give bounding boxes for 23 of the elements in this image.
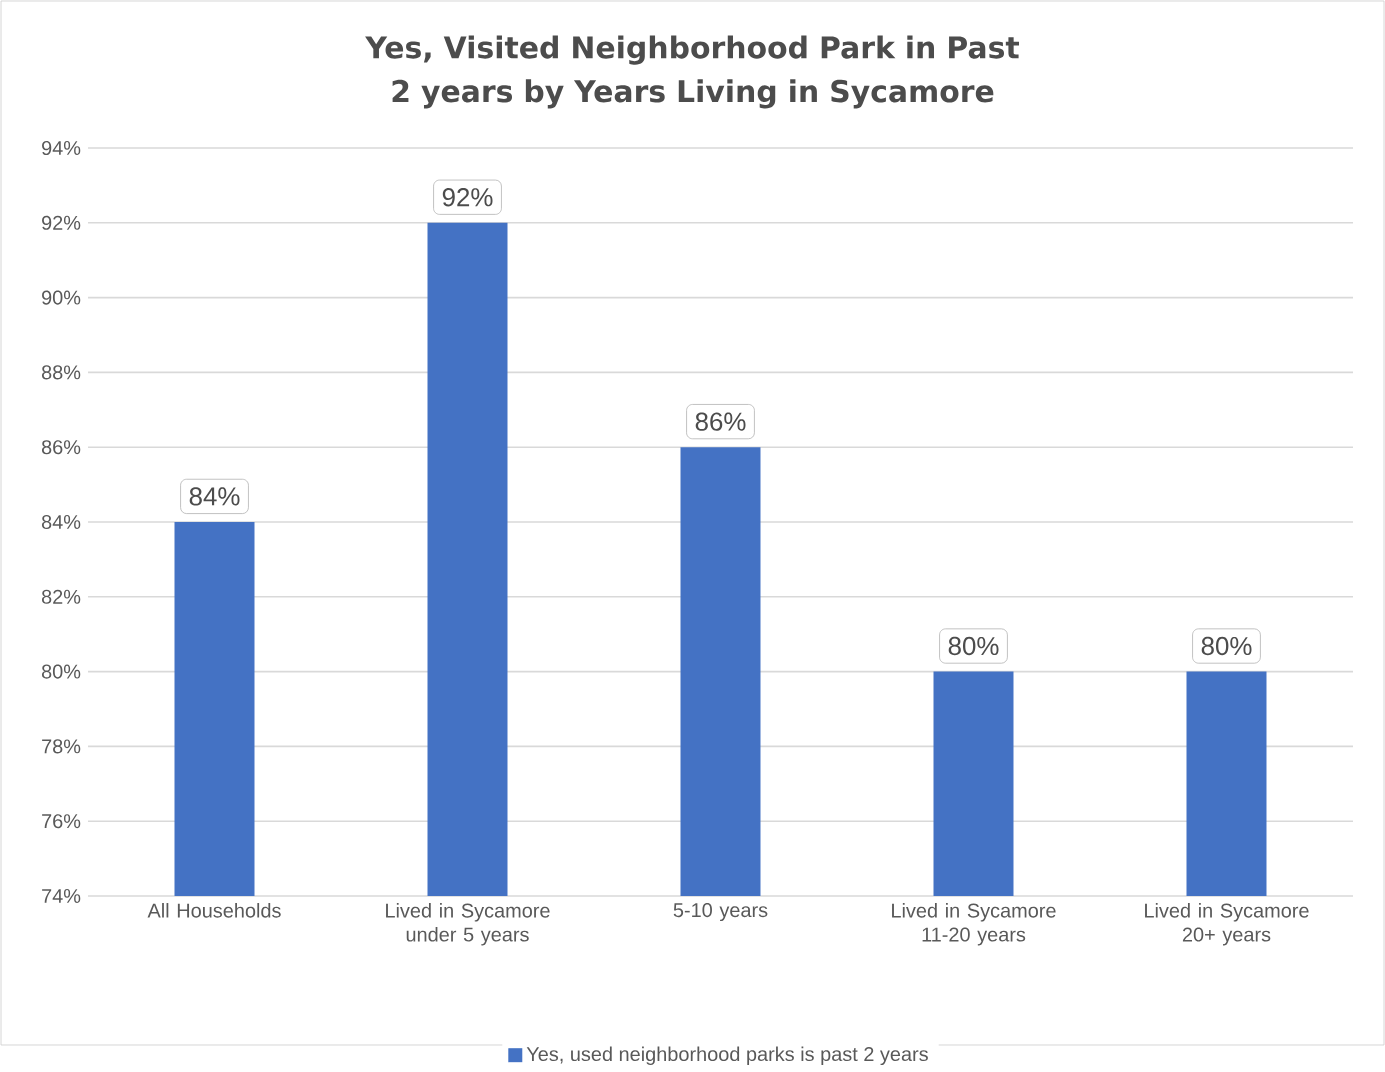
x-tick-label: All Households [147,903,281,918]
y-tick-label: 88% [41,365,81,380]
y-tick-label: 82% [41,589,81,604]
x-tick-label: 5-10 years [673,903,768,922]
data-label: 92% [442,188,493,207]
legend-label: Yes, used neighborhood parks is past 2 years [526,1046,928,1066]
y-tick-label: 74% [42,889,81,904]
data-label: 84% [189,487,240,506]
y-tick-label: 92% [42,215,81,230]
x-tick-label: Lived in Sycamore 11-20 years [892,903,1056,946]
y-tick-label: 80% [41,664,81,679]
y-tick-label: 90% [42,290,81,305]
y-tick-label: 76% [42,814,81,829]
y-tick-label: 94% [42,141,81,156]
y-tick-label: 84% [41,515,81,530]
data-label: 80% [1201,636,1252,656]
data-label: 86% [695,412,746,431]
data-label: 80% [948,636,999,656]
y-tick-label: 86% [41,440,81,455]
y-tick-label: 78% [42,739,81,754]
chart-title: Yes, Visited Neighborhood Park in Past 2 years by Years Living in Sycamore [365,35,1020,109]
x-tick-label: Lived in Sycamore under 5 years [386,903,550,946]
x-tick-label: Lived in Sycamore 20+ years [1145,903,1309,946]
